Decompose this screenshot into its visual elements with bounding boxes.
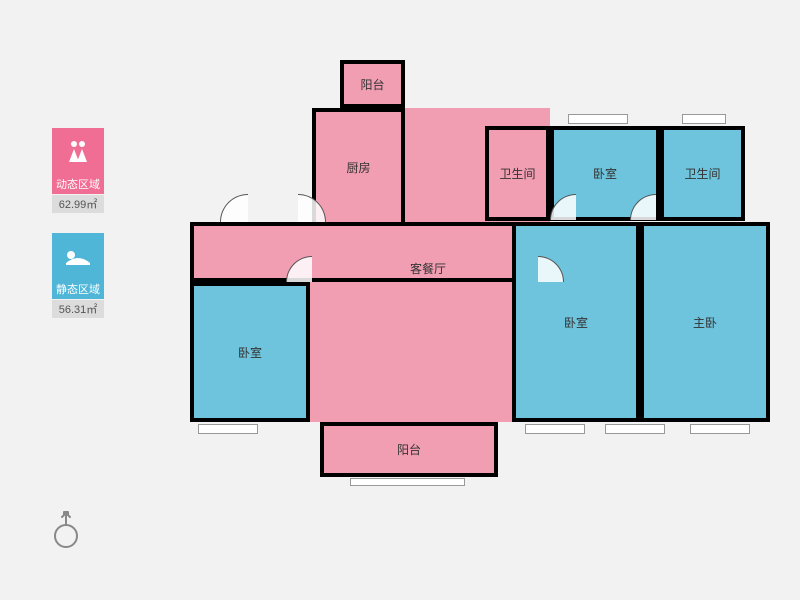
- people-icon: [52, 128, 104, 174]
- floorplan: 阳台厨房卫生间卧室卫生间卧室卧室主卧阳台客餐厅: [190, 60, 780, 500]
- sleep-icon: [52, 233, 104, 279]
- window-marker: [525, 424, 585, 434]
- room-label-bathroom-2: 卫生间: [684, 165, 720, 182]
- legend-dynamic-value: 62.99㎡: [52, 195, 104, 213]
- legend-static-label: 静态区域: [52, 279, 104, 299]
- room-label-bathroom-1: 卫生间: [499, 165, 535, 182]
- window-marker: [568, 114, 628, 124]
- compass-icon: [50, 510, 82, 550]
- legend-static-value: 56.31㎡: [52, 300, 104, 318]
- window-marker: [350, 478, 465, 486]
- window-marker: [198, 424, 258, 434]
- room-label-balcony-top: 阳台: [360, 76, 384, 93]
- room-bathroom-1: 卫生间: [485, 126, 550, 221]
- room-label-master-bedroom: 主卧: [693, 314, 717, 331]
- room-balcony-top: 阳台: [340, 60, 405, 108]
- room-living: [190, 222, 550, 282]
- room-bedroom-left: 卧室: [190, 282, 310, 422]
- room-label-bedroom-mid: 卧室: [564, 314, 588, 331]
- door-arc: [220, 194, 248, 222]
- room-bathroom-2: 卫生间: [660, 126, 745, 221]
- window-marker: [690, 424, 750, 434]
- room-label-kitchen: 厨房: [346, 159, 370, 176]
- room-master-bedroom: 主卧: [640, 222, 770, 422]
- room-bedroom-mid: 卧室: [512, 222, 640, 422]
- legend-static: 静态区域 56.31㎡: [52, 233, 112, 318]
- room-kitchen: 厨房: [312, 108, 405, 226]
- legend-dynamic-label: 动态区域: [52, 174, 104, 194]
- legend-panel: 动态区域 62.99㎡ 静态区域 56.31㎡: [52, 128, 112, 338]
- window-marker: [605, 424, 665, 434]
- room-label-balcony-bottom: 阳台: [397, 441, 421, 458]
- room-label-bedroom-left: 卧室: [238, 344, 262, 361]
- room-label-bedroom-top: 卧室: [593, 165, 617, 182]
- legend-dynamic: 动态区域 62.99㎡: [52, 128, 112, 213]
- window-marker: [682, 114, 726, 124]
- room-balcony-bottom: 阳台: [320, 422, 498, 477]
